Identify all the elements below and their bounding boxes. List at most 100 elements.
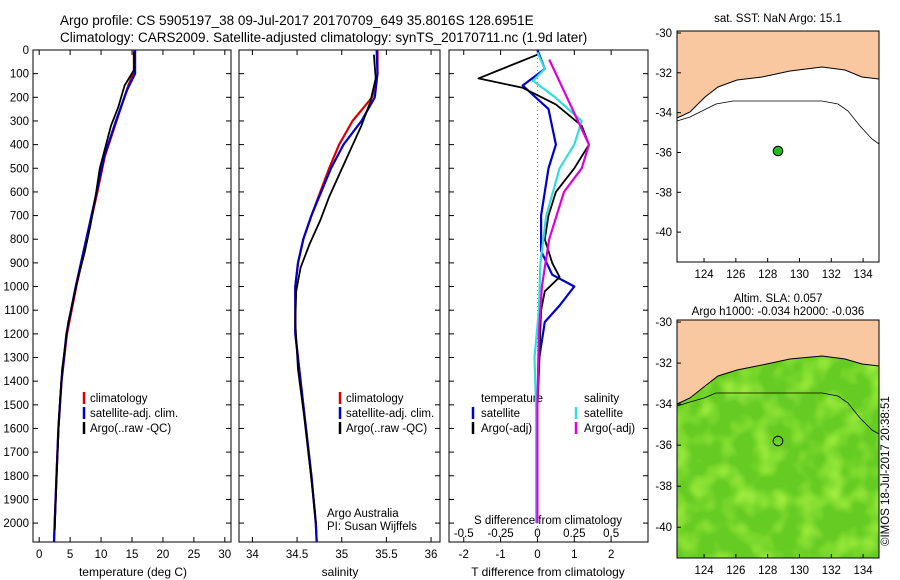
series-line-argo-raw-qc [294,54,377,524]
depth-tick-label: 1300 [3,353,29,365]
sst-map-lon-label: 124 [694,269,714,281]
legend-label-climatology: climatology [90,393,148,405]
difference-xtick-label: 1 [571,549,577,561]
sla-coastline [676,355,880,405]
difference-xtick-label: 2 [608,549,614,561]
legend-label-climatology: climatology [346,393,404,405]
series-line-temperature-argo-adj [477,53,590,524]
temperature-xtick-label: 30 [218,549,231,561]
salinity-difference-tick-label: 0.5 [603,528,619,540]
float-owner-line-2: PI: Susan Wijffels [327,521,417,533]
sst-map-lon-label: 132 [822,269,841,281]
legend-heading-temperature: temperature [481,393,543,405]
sst-map-lon-label: 128 [758,269,777,281]
header-line-2: Climatology: CARS2009. Satellite-adjuste… [60,30,588,45]
depth-tick-label: 600 [10,187,29,199]
sla-map-lat-label: -30 [655,317,672,329]
temperature-xtick-label: 25 [187,549,200,561]
salinity-xtick-label: 36 [425,549,438,561]
sst-map-axes: 124 126 128 130 132 134 -30 -32 -34 -36 -38 -40 [655,28,873,281]
legend-heading-salinity: salinity [584,393,619,405]
salinity-difference-tick-label: 0.25 [563,528,585,540]
depth-tick-label: 1500 [3,400,29,412]
float-owner-line-1: Argo Australia [327,508,399,520]
legend-label-s-satellite: satellite [584,408,623,420]
depth-tick-label: 1000 [3,282,29,294]
sst-land [677,31,879,118]
temperature-xlabel: temperature (deg C) [79,565,187,579]
depth-tick-label: 400 [10,140,29,152]
depth-tick-label: 1700 [3,447,29,459]
difference-xtick-label: 0 [534,549,540,561]
sla-shelf-contour [676,392,880,435]
temperature-xtick-label: 0 [36,549,42,561]
sst-map-lat-label: -34 [655,108,672,120]
depth-tick-label: 1800 [3,471,29,483]
temperature-legend: climatology satellite-adj. clim. Argo(..… [82,392,178,435]
legend-label-argo: Argo(..raw -QC) [346,423,427,435]
temperature-plot: 0100200300400500600700800900100011001200… [3,45,231,561]
legend-label-t-argo: Argo(-adj) [481,423,532,435]
sla-map-lat-label: -32 [655,358,672,370]
difference-xtick-label: -1 [495,549,505,561]
difference-legend: temperature satellite Argo(-adj) salinit… [471,393,635,435]
depth-tick-label: 1200 [3,329,29,341]
temperature-xtick-label: 15 [126,549,139,561]
temperature-xtick-label: 20 [157,549,170,561]
temperature-panel [32,49,232,543]
sst-map-lat-label: -32 [655,68,672,80]
difference-xtick-label: -2 [459,549,469,561]
depth-tick-label: 1900 [3,494,29,506]
depth-tick-label: 1600 [3,423,29,435]
legend-label-argo: Argo(..raw -QC) [90,423,171,435]
difference-x2label: S difference from climatology [474,515,622,527]
legend-label-s-argo: Argo(-adj) [584,423,635,435]
sla-map-lat-label: -38 [655,481,672,493]
temperature-xtick-label: 5 [67,549,73,561]
series-line-salinity-argo-adj [536,59,591,524]
depth-tick-label: 300 [10,116,29,128]
sst-map-lon-label: 134 [854,269,874,281]
sst-map-lat-label: -38 [655,187,672,199]
salinity-difference-tick-label: -0.5 [454,528,474,540]
depth-tick-label: 1100 [4,305,29,317]
sst-map-lon-label: 130 [790,269,809,281]
sla-map-lon-label: 130 [790,565,809,577]
difference-xlabel: T difference from climatology [471,565,625,579]
legend-label-satellite: satellite-adj. clim. [90,408,178,420]
series-line-argo-raw-qc [53,52,135,531]
depth-tick-label: 200 [10,92,29,104]
salinity-xtick-label: 35 [335,549,348,561]
depth-tick-label: 1400 [3,376,29,388]
sla-map-lon-label: 128 [758,565,777,577]
sla-map-lon-label: 126 [726,565,745,577]
temperature-xtick-label: 10 [95,549,108,561]
sst-map-lon-label: 126 [726,269,745,281]
sla-map-axes: 124 126 128 130 132 134 -30 -32 -34 -36 -38 -40 [655,317,873,577]
sst-map-title: sat. SST: NaN Argo: 15.1 [714,13,842,25]
legend-label-satellite: satellite-adj. clim. [346,408,434,420]
salinity-xtick-label: 34 [246,549,259,561]
sla-map-lon-label: 124 [694,565,714,577]
sla-map-lat-label: -40 [655,522,672,534]
sla-map [676,319,880,559]
salinity-xtick-label: 34.5 [286,549,308,561]
sla-map-lon-label: 134 [854,565,874,577]
sla-map-lat-label: -34 [655,399,672,411]
header-line-1: Argo profile: CS 5905197_38 09-Jul-2017 … [60,13,534,28]
series-line-salinity-satellite [531,51,583,524]
sla-map-lat-label: -36 [655,440,672,452]
salinity-difference-tick-label: -0.25 [487,528,513,540]
salinity-plot: 34 34.5 35 35.5 36 [239,49,440,561]
sst-map-lat-label: -40 [655,227,672,239]
sst-argo-marker [772,145,784,157]
figure-header: Argo profile: CS 5905197_38 09-Jul-2017 … [60,12,587,46]
sla-map-lon-label: 132 [822,565,841,577]
sst-map [676,30,880,263]
sst-map-lat-label: -36 [655,147,672,159]
depth-tick-label: 2000 [3,518,29,530]
credit-label: ©IMOS 18-Jul-2017 20:38:51 [880,396,892,546]
depth-tick-label: 500 [10,163,29,175]
sla-land [677,320,879,404]
